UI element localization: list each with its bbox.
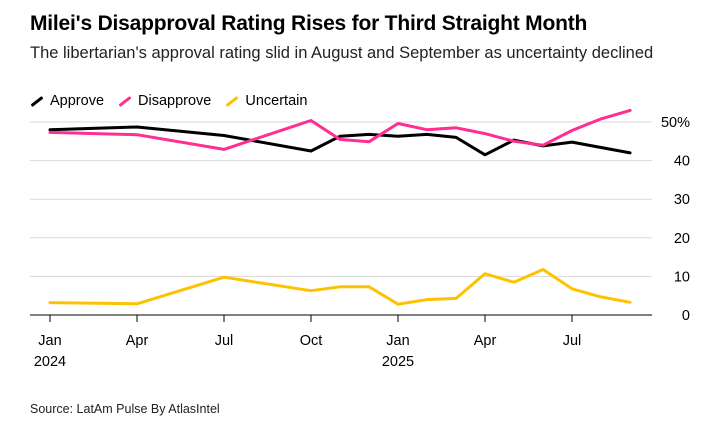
y-tick-label: 20 [674, 231, 690, 247]
y-tick-label: 0 [682, 308, 690, 324]
legend-item-uncertain: Uncertain [225, 93, 307, 109]
legend: Approve Disapprove Uncertain [30, 93, 321, 109]
x-tick-label: Oct [300, 333, 323, 349]
x-tick-label: Jan [38, 333, 61, 349]
y-tick-label: 40 [674, 154, 690, 170]
y-tick-label: 10 [674, 269, 690, 285]
source-note: Source: LatAm Pulse By AtlasIntel [30, 402, 220, 416]
x-tick-label: Jul [563, 333, 582, 349]
x-tick-label: Jan [386, 333, 409, 349]
x-tick-label: Apr [126, 333, 149, 349]
series-line-uncertain [48, 268, 632, 306]
y-tick-label: 30 [674, 192, 690, 208]
x-tick-year-label: 2025 [382, 354, 414, 370]
series-line-disapprove [48, 108, 632, 151]
x-tick-label: Jul [215, 333, 234, 349]
y-tick-label: 50% [661, 115, 690, 131]
chart-subtitle: The libertarian's approval rating slid i… [30, 44, 654, 62]
legend-label-approve: Approve [50, 93, 105, 109]
legend-item-approve: Approve [30, 93, 104, 109]
x-tick-label: Apr [474, 333, 497, 349]
x-tick-year-label: 2024 [34, 354, 66, 370]
legend-label-uncertain: Uncertain [245, 93, 308, 109]
legend-item-disapprove: Disapprove [118, 93, 211, 109]
chart-title: Milei's Disapproval Rating Rises for Thi… [30, 12, 588, 35]
legend-label-disapprove: Disapprove [138, 93, 212, 109]
